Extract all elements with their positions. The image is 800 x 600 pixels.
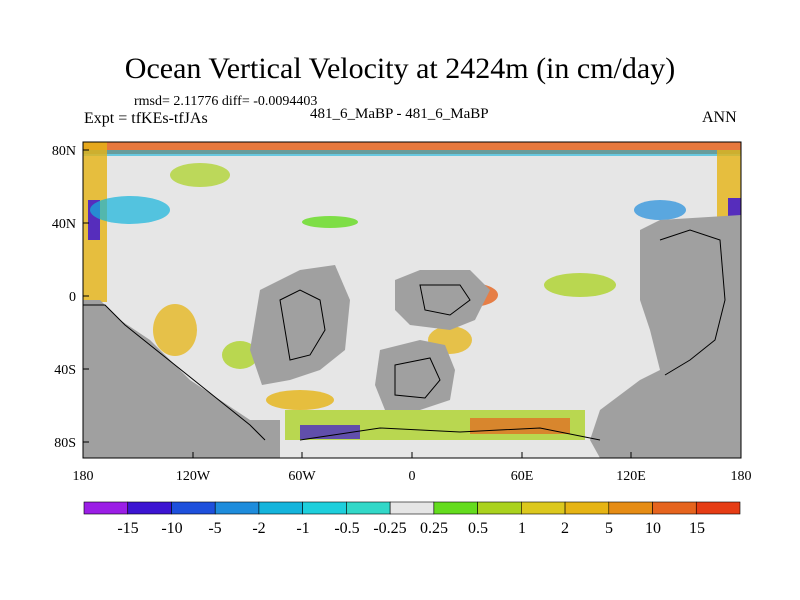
x-tick-60w: 60W [288, 469, 316, 484]
colorbar-box-5 [302, 501, 347, 515]
north-pacific-blue-patch [90, 196, 170, 224]
cbar-label-11: 2 [561, 520, 569, 537]
cbar-label-2: -10 [161, 520, 182, 537]
colorbar-box-13 [652, 501, 697, 515]
colorbar-box-12 [608, 501, 653, 515]
y-tick-40s: 40S [54, 363, 76, 378]
colorbar-box-11 [564, 501, 610, 515]
land-masses [83, 215, 741, 458]
y-tick-80s: 80S [54, 436, 76, 451]
north-pacific-green-patch [170, 163, 230, 187]
southwest-green-patch [222, 341, 258, 369]
cbar-label-10: 1 [518, 520, 526, 537]
season-label: ANN [702, 109, 737, 126]
colorbar-boxes [83, 501, 741, 515]
x-tick-180-left: 180 [73, 469, 94, 484]
colorbar-box-0 [83, 501, 129, 515]
coastline-island-southeast [394, 357, 441, 399]
experiment-label: Expt = tfKEs-tfJAs [84, 110, 208, 127]
cbar-label-1: -15 [117, 520, 138, 537]
land-east [590, 215, 741, 458]
x-tick-120e: 120E [616, 469, 646, 484]
colorbar-box-2 [171, 501, 216, 515]
coastline-west [83, 304, 266, 441]
x-tick-60e: 60E [511, 469, 534, 484]
colorbar-box-4 [258, 501, 303, 515]
coastline-east [659, 229, 726, 376]
southern-red-patch [470, 418, 570, 434]
cbar-label-5: -1 [296, 520, 309, 537]
land-west [83, 300, 280, 458]
colorbar-box-9 [477, 501, 522, 515]
midlatitude-green-streak [302, 216, 358, 228]
cbar-label-7: -0.25 [373, 520, 406, 537]
y-tick-40n: 40N [52, 217, 76, 232]
cbar-label-8: 0.25 [420, 520, 448, 537]
stats-line: rmsd= 2.11776 diff= -0.0094403 [134, 94, 318, 109]
cbar-label-13: 10 [645, 520, 661, 537]
colorbar-box-8 [433, 501, 478, 515]
coastline-island-west [279, 289, 326, 361]
southern-yellow-band [266, 390, 334, 410]
arctic-boundary-band-inner [83, 150, 741, 156]
colorbar-box-3 [214, 501, 260, 515]
southern-blue-patch [300, 425, 360, 439]
island-west [250, 265, 350, 385]
island-southeast [375, 340, 455, 410]
y-tick-80n: 80N [52, 144, 76, 159]
colorbar-box-6 [346, 501, 391, 515]
plot-title: Ocean Vertical Velocity at 2424m (in cm/… [124, 52, 676, 85]
x-tick-180-right: 180 [731, 469, 752, 484]
axis-ticks [82, 149, 742, 458]
southwest-yellow-patch [153, 304, 197, 356]
cbar-label-12: 5 [605, 520, 613, 537]
x-tick-120w: 120W [176, 469, 211, 484]
y-tick-0: 0 [69, 290, 76, 305]
colorbar-box-1 [127, 501, 172, 515]
cbar-label-3: -5 [208, 520, 221, 537]
coastline-antarctic [299, 427, 601, 441]
cbar-label-14: 15 [689, 520, 705, 537]
case-label: 481_6_MaBP - 481_6_MaBP [310, 106, 489, 122]
cbar-label-6: -0.5 [334, 520, 359, 537]
colorbar-box-10 [521, 501, 566, 515]
map-field [83, 142, 741, 458]
cbar-label-9: 0.5 [468, 520, 488, 537]
coastline-island-central [419, 284, 471, 316]
northeast-blue-patch [634, 200, 686, 220]
colorbar-box-14 [695, 501, 741, 515]
equatorial-east-patch [544, 273, 616, 297]
x-tick-0: 0 [409, 469, 416, 484]
cbar-label-4: -2 [252, 520, 265, 537]
island-central [395, 270, 490, 330]
colorbar-box-7 [389, 501, 435, 515]
coastline-outlines [83, 229, 726, 441]
